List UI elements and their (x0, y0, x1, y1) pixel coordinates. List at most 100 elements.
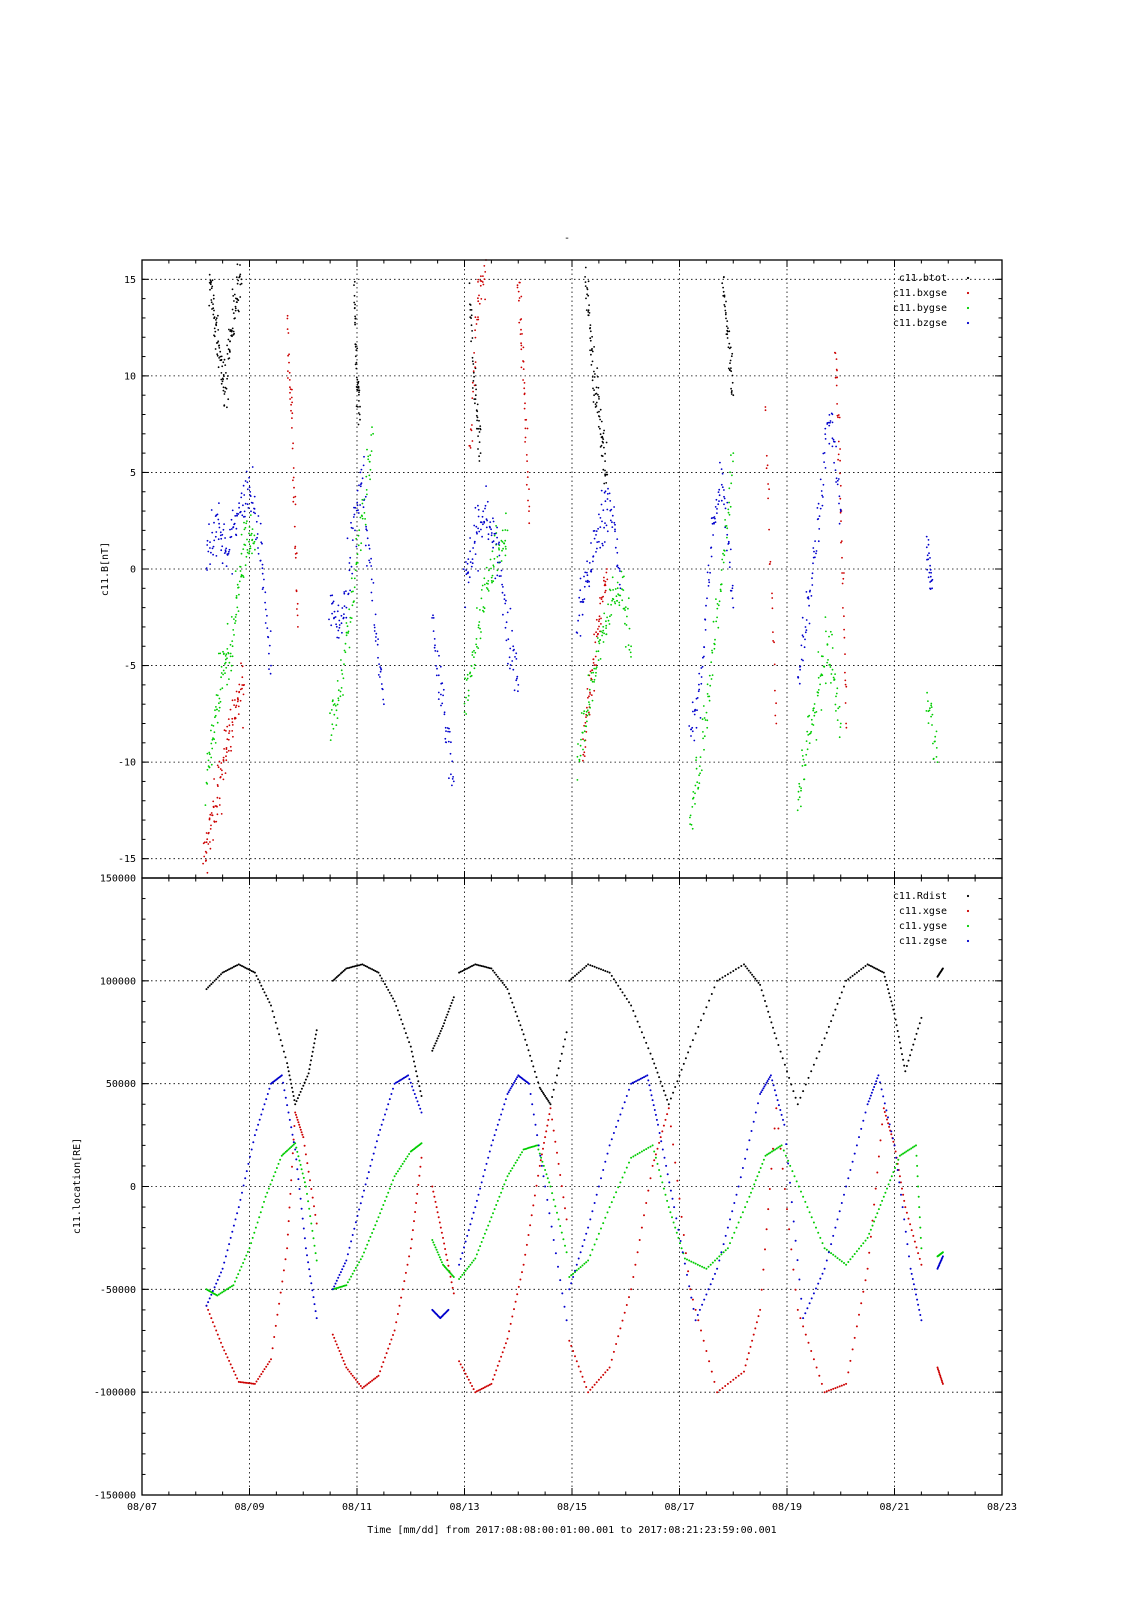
data-point (500, 979, 503, 982)
data-point (913, 1288, 916, 1291)
data-point (604, 1160, 607, 1163)
data-point (876, 1077, 879, 1080)
data-point (816, 507, 819, 509)
data-point (893, 1144, 896, 1147)
data-point (478, 621, 481, 623)
data-point (445, 1016, 448, 1019)
data-point (473, 384, 476, 387)
data-point (363, 964, 365, 967)
data-point (862, 1242, 865, 1245)
data-point (261, 1108, 264, 1111)
data-point (840, 540, 843, 542)
top-chart-title: - (564, 233, 570, 244)
data-point (524, 436, 527, 439)
data-point (282, 1269, 285, 1272)
data-point (484, 298, 486, 301)
data-point (706, 719, 709, 722)
data-point (832, 438, 835, 441)
data-point (471, 356, 474, 359)
data-point (833, 678, 836, 681)
data-point (432, 630, 435, 632)
data-point (812, 1292, 815, 1295)
data-point (291, 427, 293, 429)
data-point (353, 600, 355, 602)
data-point (228, 349, 231, 351)
data-point (306, 1192, 308, 1195)
data-point (868, 1251, 871, 1254)
data-point (340, 669, 343, 672)
data-point (929, 575, 932, 578)
data-point (764, 409, 767, 412)
data-point (308, 1068, 311, 1071)
data-point (579, 601, 582, 603)
data-point (339, 1271, 342, 1274)
data-point (623, 575, 625, 578)
data-point (478, 431, 481, 433)
data-point (218, 1337, 221, 1340)
data-point (385, 986, 388, 988)
data-point (727, 327, 729, 329)
data-point (262, 586, 265, 589)
data-point (874, 1216, 877, 1219)
data-point (246, 538, 248, 541)
data-point (216, 721, 219, 724)
data-point (837, 414, 840, 416)
data-point (691, 701, 694, 704)
data-point (492, 1212, 494, 1215)
data-point (328, 618, 330, 621)
data-point (723, 549, 725, 552)
data-point (689, 816, 691, 819)
data-point (552, 1088, 555, 1091)
data-point (731, 374, 734, 377)
data-point (771, 597, 774, 599)
data-point (256, 533, 259, 535)
data-point (714, 521, 717, 523)
data-point (292, 500, 295, 503)
data-point (712, 620, 715, 623)
data-point (871, 1219, 874, 1222)
data-point (245, 1254, 248, 1257)
data-point (769, 1151, 772, 1154)
data-point (410, 1050, 413, 1053)
data-point (226, 648, 229, 650)
data-point (314, 1310, 317, 1313)
data-point (488, 1220, 491, 1223)
data-point (214, 714, 217, 717)
legend-label: c11.Rdist (893, 891, 947, 902)
data-point (723, 294, 726, 297)
data-point (826, 643, 829, 645)
data-point (236, 514, 238, 517)
data-point (653, 1062, 656, 1065)
data-point (483, 1232, 486, 1235)
data-point (231, 655, 234, 658)
data-point (288, 353, 290, 356)
data-point (332, 600, 335, 603)
data-point (234, 570, 237, 572)
data-point (821, 494, 823, 497)
data-point (920, 1263, 923, 1266)
data-point (212, 545, 215, 548)
data-point (584, 571, 587, 574)
data-point (696, 709, 698, 712)
data-point (517, 690, 519, 693)
data-point (302, 1176, 305, 1179)
data-point (649, 1089, 652, 1092)
data-point (485, 1385, 488, 1388)
data-point (912, 1043, 915, 1046)
data-point (884, 979, 887, 982)
data-point (331, 979, 334, 982)
data-point (364, 965, 367, 967)
data-point (221, 377, 224, 380)
data-point (597, 1378, 600, 1381)
data-point (515, 679, 518, 682)
data-point (587, 314, 590, 317)
data-point (901, 1053, 903, 1056)
data-point (479, 637, 482, 640)
data-point (587, 311, 590, 313)
data-point (452, 996, 455, 999)
data-point (764, 406, 767, 408)
data-point (542, 1147, 544, 1150)
data-point (605, 627, 607, 629)
data-point (482, 523, 484, 526)
data-point (789, 1164, 792, 1167)
